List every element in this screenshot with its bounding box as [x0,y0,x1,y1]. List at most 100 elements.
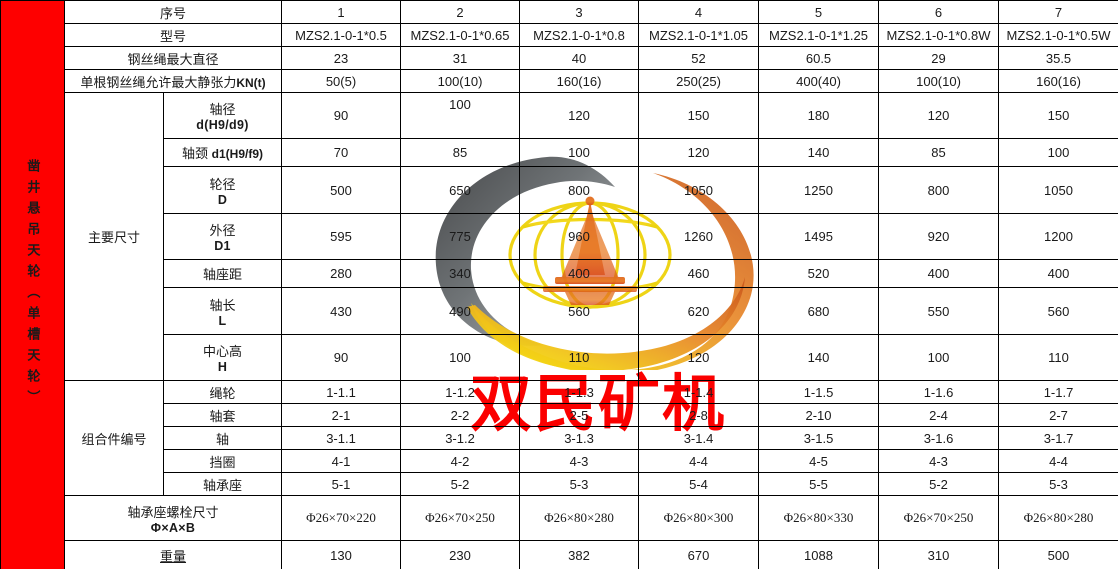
cell-bearing-seat-1: 5-1 [281,472,402,496]
cell-outer-dia-3: 960 [519,213,640,260]
cell-bearing-span-6: 400 [878,259,1000,288]
row-label-shaft-len: 轴长 L [162,287,283,335]
table-row-shaft: 轴 3-1.1 3-1.2 3-1.3 3-1.4 3-1.5 3-1.6 3-… [1,426,1118,450]
cell-retainer-ring-6: 4-3 [878,449,1000,473]
cell-shaft-dia-6: 120 [878,92,1000,139]
cell-bearing-span-5: 520 [758,259,880,288]
row-label-weight: 重量 [63,540,283,569]
cell-bearing-seat-5: 5-5 [758,472,880,496]
cell-rope-wheel-6: 1-1.6 [878,380,1000,404]
table-row-rope-wheel: 组合件编号 绳轮 1-1.1 1-1.2 1-1.3 1-1.4 1-1.5 1… [1,380,1118,496]
table-row-max-static-tension: 单根钢丝绳允许最大静张力KN(t) 50(5) 100(10) 160(16) … [1,69,1118,93]
cell-shaft-dia-3: 120 [519,92,640,139]
row-label-center-height-text: 中心高 [203,344,243,359]
cell-retainer-ring-4: 4-4 [638,449,760,473]
table-row-bearing-span: 轴座距 280 340 400 460 520 400 400 [1,259,1118,288]
cell-shaft-sleeve-2: 2-2 [400,403,521,427]
cell-shaft-7: 3-1.7 [998,426,1118,450]
cell-model-1: MZS2.1-0-1*0.5 [281,23,402,47]
cell-shaft-2: 3-1.2 [400,426,521,450]
cell-weight-1: 130 [281,540,402,569]
cell-shaft-neck-5: 140 [758,138,880,167]
cell-rope-wheel-4: 1-1.4 [638,380,760,404]
cell-model-7: MZS2.1-0-1*0.5W [998,23,1118,47]
cell-retainer-ring-3: 4-3 [519,449,640,473]
cell-rope-wheel-5: 1-1.5 [758,380,880,404]
cell-shaft-len-5: 680 [758,287,880,335]
cell-center-height-7: 110 [998,334,1118,381]
cell-index-1: 1 [281,0,402,24]
row-label-bolt-size-sub: Φ×A×B [150,520,196,535]
row-label-outer-dia-sub: D1 [214,239,231,253]
row-label-outer-dia: 外径 D1 [162,213,283,260]
cell-rope-wheel-2: 1-1.2 [400,380,521,404]
cell-max-rope-dia-4: 52 [638,46,760,70]
cell-bearing-span-4: 460 [638,259,760,288]
row-label-bearing-seat: 轴承座 [162,472,283,496]
cell-shaft-sleeve-7: 2-7 [998,403,1118,427]
cell-shaft-neck-3: 100 [519,138,640,167]
table-row-model: 型号 MZS2.1-0-1*0.5 MZS2.1-0-1*0.65 MZS2.1… [1,23,1118,47]
table-row-outer-dia: 外径 D1 595 775 960 1260 1495 920 1200 [1,213,1118,260]
cell-weight-7: 500 [998,540,1118,569]
cell-weight-5: 1088 [758,540,880,569]
cell-shaft-len-6: 550 [878,287,1000,335]
cell-shaft-dia-5: 180 [758,92,880,139]
row-label-bolt-size: 轴承座螺栓尺寸 Φ×A×B [63,495,283,541]
cell-max-static-tension-7: 160(16) [998,69,1118,93]
table-row-shaft-len: 轴长 L 430 490 560 620 680 550 560 [1,287,1118,335]
row-label-shaft-len-text: 轴长 [209,297,236,313]
row-label-wheel-dia-text: 轮径 [209,176,236,192]
cell-shaft-neck-6: 85 [878,138,1000,167]
cell-outer-dia-5: 1495 [758,213,880,260]
cell-retainer-ring-2: 4-2 [400,449,521,473]
cell-shaft-neck-2: 85 [400,138,521,167]
table-row-max-rope-dia: 钢丝绳最大直径 23 31 40 52 60.5 29 35.5 [1,46,1118,70]
cell-center-height-1: 90 [281,334,402,381]
cell-rope-wheel-1: 1-1.1 [281,380,402,404]
cell-max-static-tension-4: 250(25) [638,69,760,93]
cell-bearing-span-3: 400 [519,259,640,288]
row-label-shaft-dia-text: 轴径 [209,102,236,117]
table-row-bearing-seat: 轴承座 5-1 5-2 5-3 5-4 5-5 5-2 5-3 [1,472,1118,496]
row-label-max-static-tension-unit: KN(t) [236,75,266,90]
cell-max-rope-dia-1: 23 [281,46,402,70]
cell-bolt-size-3: Φ26×80×280 [519,495,640,541]
cell-bolt-size-4: Φ26×80×300 [638,495,760,541]
row-label-center-height: 中心高 H [162,334,283,381]
cell-shaft-dia-1: 90 [281,92,402,139]
cell-shaft-len-4: 620 [638,287,760,335]
cell-shaft-dia-4: 150 [638,92,760,139]
cell-bearing-seat-4: 5-4 [638,472,760,496]
cell-shaft-5: 3-1.5 [758,426,880,450]
group-label-main-dimensions: 主要尺寸 [64,92,164,381]
cell-max-rope-dia-3: 40 [519,46,640,70]
table-row-bolt-size: 轴承座螺栓尺寸 Φ×A×B Φ26×70×220 Φ26×70×250 Φ26×… [1,495,1118,541]
cell-shaft-len-2: 490 [400,287,521,335]
cell-rope-wheel-7: 1-1.7 [998,380,1118,404]
cell-shaft-neck-1: 70 [281,138,402,167]
cell-bearing-seat-7: 5-3 [998,472,1118,496]
cell-bolt-size-6: Φ26×70×250 [878,495,1000,541]
cell-bearing-seat-3: 5-3 [519,472,640,496]
row-label-outer-dia-text: 外径 [209,223,236,238]
cell-outer-dia-7: 1200 [998,213,1118,260]
cell-center-height-6: 100 [878,334,1000,381]
cell-bolt-size-1: Φ26×70×220 [281,495,402,541]
row-label-max-static-tension: 单根钢丝绳允许最大静张力KN(t) [63,69,283,93]
cell-max-rope-dia-5: 60.5 [758,46,880,70]
cell-index-7: 7 [998,0,1118,24]
cell-index-4: 4 [638,0,760,24]
cell-retainer-ring-1: 4-1 [281,449,402,473]
row-label-shaft-dia: 轴径 d(H9/d9) [162,92,283,139]
cell-index-6: 6 [878,0,1000,24]
cell-shaft-len-7: 560 [998,287,1118,335]
table-row-shaft-dia: 主要尺寸 轴径 d(H9/d9) 90 100 120 150 180 120 … [1,92,1118,381]
cell-shaft-sleeve-1: 2-1 [281,403,402,427]
row-label-shaft-neck-sub: d1(H9/f9) [211,147,263,161]
row-label-shaft-sleeve: 轴套 [162,403,283,427]
cell-model-6: MZS2.1-0-1*0.8W [878,23,1000,47]
cell-model-2: MZS2.1-0-1*0.65 [400,23,521,47]
row-label-max-static-tension-text: 单根钢丝绳允许最大静张力 [80,74,237,90]
